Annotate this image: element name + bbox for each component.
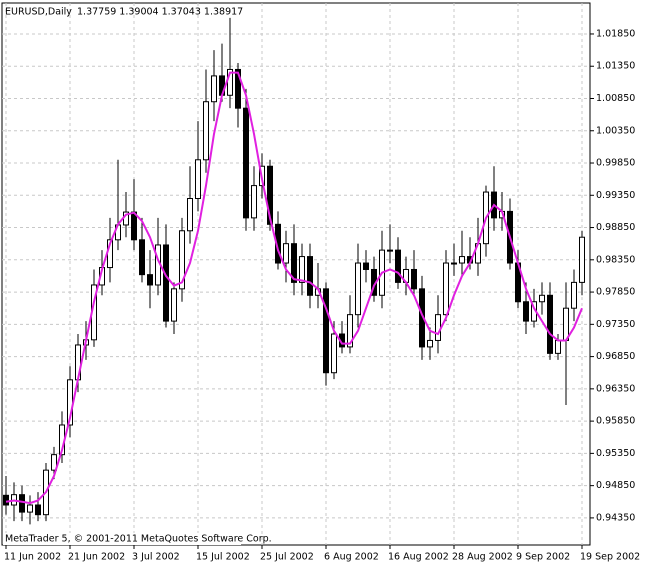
candle-body xyxy=(243,107,249,219)
x-tick-label: 6 Aug 2002 xyxy=(324,552,379,563)
footer: MetaTrader 5, © 2001-2011 MetaQuotes Sof… xyxy=(5,534,272,545)
candle-body xyxy=(363,262,369,270)
y-tick-label: 1.01850 xyxy=(596,28,635,39)
candle-body xyxy=(179,230,185,290)
candle-body xyxy=(435,314,441,341)
candle-body xyxy=(323,288,329,374)
candle-body xyxy=(539,294,545,303)
y-tick-label: 0.95350 xyxy=(596,448,635,459)
y-tick-label: 0.94350 xyxy=(596,512,635,523)
x-tick-label: 15 Jul 2002 xyxy=(196,552,250,563)
candle-body xyxy=(443,262,449,316)
y-tick-label: 1.00850 xyxy=(596,93,635,104)
candle-body xyxy=(251,185,257,219)
candle-body xyxy=(19,494,25,513)
candle-body xyxy=(195,159,201,200)
candle-body xyxy=(459,256,465,264)
x-tick-label: 9 Sep 2002 xyxy=(516,552,570,563)
candle-body xyxy=(451,262,457,265)
candle-body xyxy=(283,243,289,264)
quote: 1.37759 1.39004 1.37043 1.38917 xyxy=(77,7,243,18)
candle-body xyxy=(147,274,153,286)
y-tick-label: 1.00350 xyxy=(596,125,635,136)
plot-layer xyxy=(2,3,590,545)
y-tick-label: 0.98850 xyxy=(596,222,635,233)
candle-body xyxy=(395,249,401,283)
moving-average xyxy=(5,71,583,505)
candle-body xyxy=(579,236,585,283)
candle-body xyxy=(331,333,337,374)
candle-body xyxy=(267,165,273,225)
candle-body xyxy=(547,294,553,354)
y-tick-label: 0.95850 xyxy=(596,416,635,427)
candle-body xyxy=(571,281,577,309)
y-tick-label: 0.97850 xyxy=(596,287,635,298)
candle-body xyxy=(139,239,145,276)
candle-body xyxy=(355,262,361,316)
candle-body xyxy=(131,211,137,241)
x-tick-label: 16 Aug 2002 xyxy=(388,552,449,563)
candle-body xyxy=(563,307,569,341)
y-tick-label: 1.01350 xyxy=(596,61,635,72)
x-tick-label: 28 Aug 2002 xyxy=(452,552,513,563)
candle-body xyxy=(523,301,529,322)
candle-body xyxy=(171,288,177,322)
x-tick-label: 11 Jun 2002 xyxy=(4,552,61,563)
x-tick-label: 25 Jul 2002 xyxy=(260,552,314,563)
x-tick-label: 21 Jun 2002 xyxy=(68,552,125,563)
symbol-title: EURUSD,Daily xyxy=(5,7,72,18)
candle-body xyxy=(387,249,393,252)
footer-bg xyxy=(3,533,241,545)
candle-body xyxy=(411,268,417,290)
candle-body xyxy=(347,314,353,348)
y-tick-label: 0.94850 xyxy=(596,480,635,491)
candle-body xyxy=(291,243,297,283)
candle-body xyxy=(163,244,169,322)
candle-body xyxy=(307,256,313,296)
y-tick-label: 0.96850 xyxy=(596,351,635,362)
x-tick-label: 3 Jul 2002 xyxy=(132,552,180,563)
candle-body xyxy=(187,198,193,232)
y-tick-label: 0.98350 xyxy=(596,254,635,265)
y-tick-label: 0.97350 xyxy=(596,319,635,330)
x-tick-label: 19 Sep 2002 xyxy=(580,552,640,563)
candle-body xyxy=(27,504,33,513)
candle-body xyxy=(555,339,561,354)
y-tick-label: 0.99350 xyxy=(596,190,635,201)
candle-body xyxy=(299,256,305,283)
candle-body xyxy=(51,454,57,471)
candle-body xyxy=(203,101,209,161)
candle-body xyxy=(235,68,241,109)
y-tick-label: 0.99850 xyxy=(596,158,635,169)
candle-body xyxy=(427,339,433,348)
candle-body xyxy=(3,494,9,506)
y-tick-label: 0.96350 xyxy=(596,383,635,394)
candle-body xyxy=(35,504,41,516)
candle-body xyxy=(211,75,217,103)
